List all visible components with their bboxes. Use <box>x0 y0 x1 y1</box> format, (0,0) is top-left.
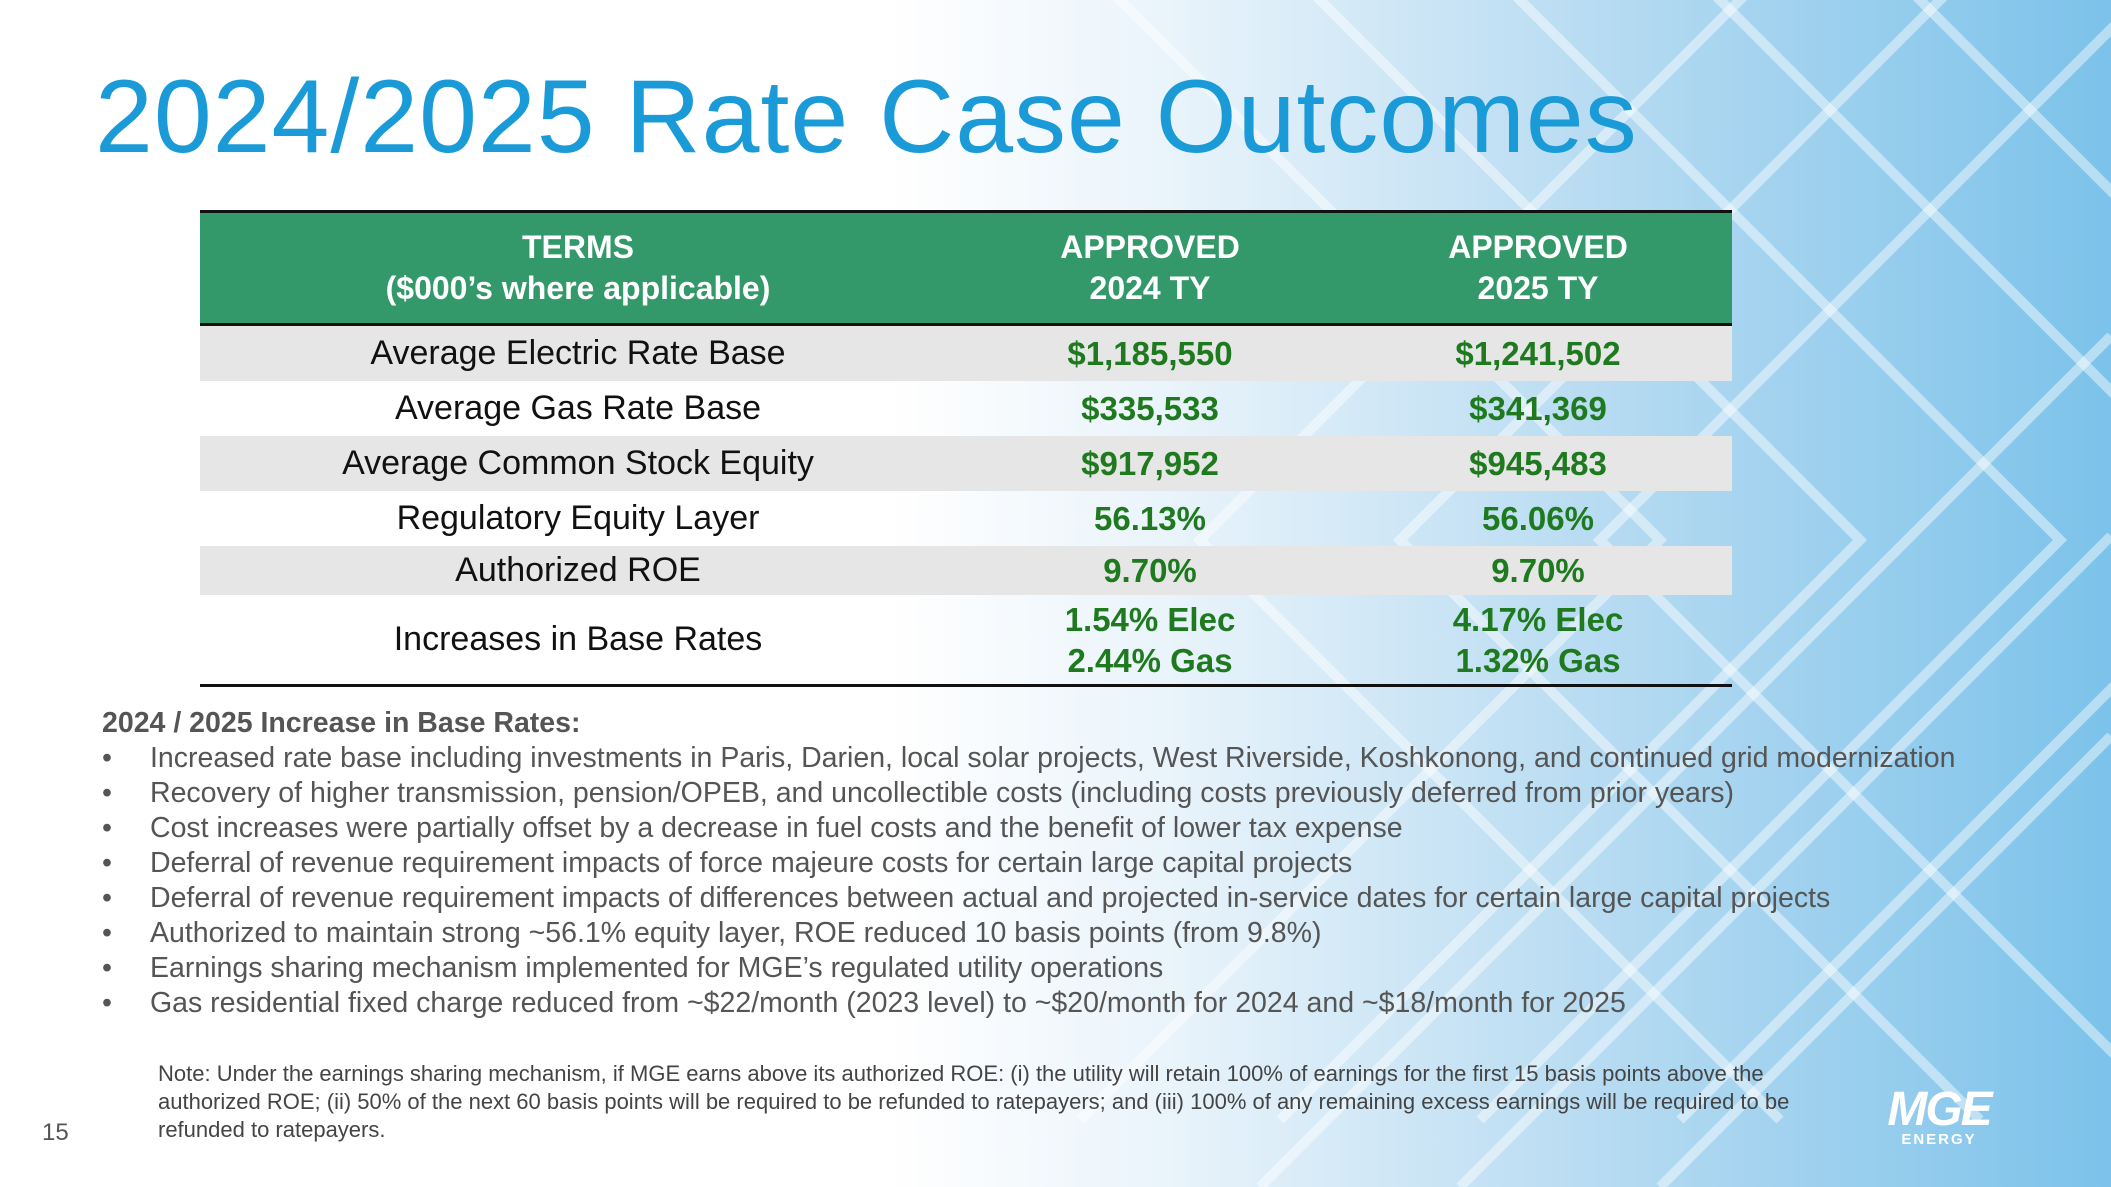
value-2024: 56.13% <box>1094 499 1206 537</box>
value-2025: $1,241,502 <box>1344 324 1732 381</box>
footnote: Note: Under the earnings sharing mechani… <box>158 1061 1790 1142</box>
table-row: Average Gas Rate Base $335,533 $341,369 <box>200 381 1732 436</box>
value-2024: 9.70% <box>956 546 1344 595</box>
row-label: Authorized ROE <box>200 546 956 595</box>
mge-energy-logo: MGE ENERGY <box>1874 1083 2004 1148</box>
row-label: Average Common Stock Equity <box>200 436 956 491</box>
list-item: Cost increases were partially offset by … <box>102 811 2062 846</box>
value-2025: 56.06% <box>1482 499 1594 537</box>
value-2024: $1,185,550 <box>956 324 1344 381</box>
row-label: Average Electric Rate Base <box>200 324 956 381</box>
header-terms: TERMS ($000’s where applicable) <box>200 211 956 326</box>
value-2025: $341,369 <box>1469 389 1607 427</box>
table-row: Average Electric Rate Base $1,185,550 $1… <box>200 324 1732 381</box>
logo-wordmark: MGE <box>1887 1083 1992 1136</box>
value-2024: $335,533 <box>1081 389 1219 427</box>
value-2024: $917,952 <box>956 436 1344 491</box>
table-header-row: TERMS ($000’s where applicable) APPROVED… <box>200 211 1732 326</box>
row-label: Average Gas Rate Base <box>394 389 762 427</box>
table-row: Regulatory Equity Layer 56.13% 56.06% <box>200 491 1732 546</box>
value-2025: $945,483 <box>1344 436 1732 491</box>
list-item: Earnings sharing mechanism implemented f… <box>102 951 2062 986</box>
increase-bullet-list: Increased rate base including investment… <box>102 741 2062 1021</box>
page-number: 15 <box>42 1119 69 1146</box>
row-label: Regulatory Equity Layer <box>396 499 760 537</box>
list-item: Deferral of revenue requirement impacts … <box>102 846 2062 881</box>
logo-subtext: ENERGY <box>1901 1131 1977 1148</box>
rate-case-table: TERMS ($000’s where applicable) APPROVED… <box>200 210 1732 687</box>
header-2025: APPROVED 2025 TY <box>1344 211 1732 326</box>
value-2024: 1.54% Elec 2.44% Gas <box>1064 600 1236 679</box>
value-2025: 4.17% Elec 1.32% Gas <box>1452 600 1624 679</box>
table-row: Increases in Base Rates 1.54% Elec 2.44%… <box>200 595 1732 686</box>
header-2024: APPROVED 2024 TY <box>956 211 1344 326</box>
value-2025: 9.70% <box>1344 546 1732 595</box>
table-row: Authorized ROE 9.70% 9.70% <box>200 546 1732 595</box>
increase-heading: 2024 / 2025 Increase in Base Rates: <box>102 707 581 739</box>
list-item: Deferral of revenue requirement impacts … <box>102 881 2062 916</box>
list-item: Increased rate base including investment… <box>102 741 2062 776</box>
list-item: Authorized to maintain strong ~56.1% equ… <box>102 916 2062 951</box>
list-item: Recovery of higher transmission, pension… <box>102 776 2062 811</box>
table-row: Average Common Stock Equity $917,952 $94… <box>200 436 1732 491</box>
row-label: Increases in Base Rates <box>393 620 763 658</box>
list-item: Gas residential fixed charge reduced fro… <box>102 986 2062 1021</box>
slide-title: 2024/2025 Rate Case Outcomes <box>95 59 1638 175</box>
increase-section: 2024 / 2025 Increase in Base Rates: Incr… <box>102 706 2062 1021</box>
